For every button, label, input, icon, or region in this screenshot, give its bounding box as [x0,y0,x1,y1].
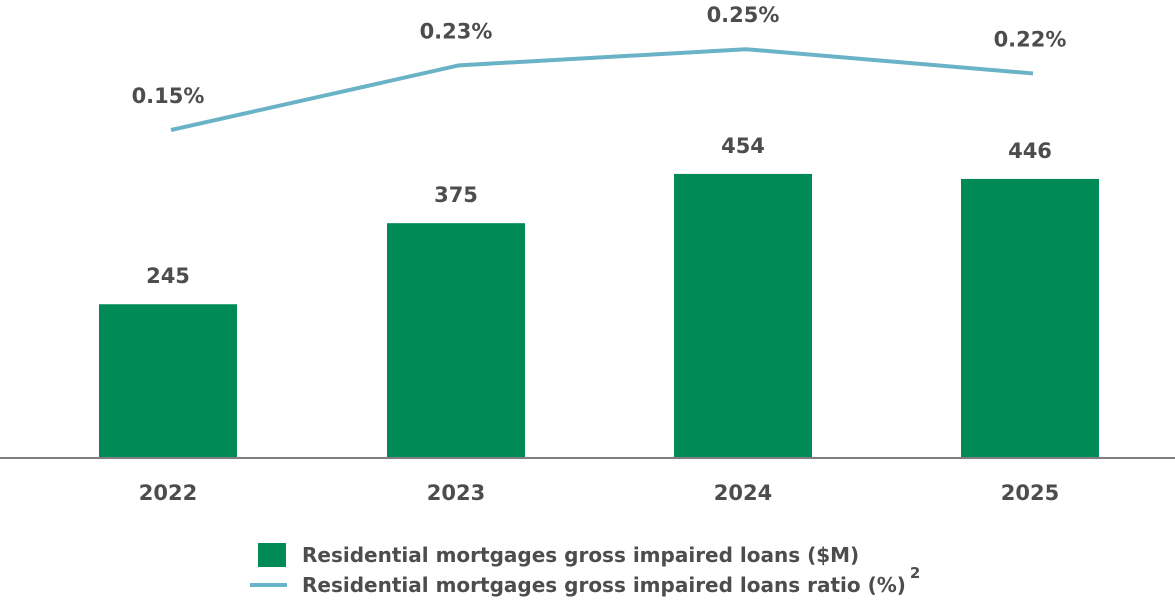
x-tick-label: 2023 [427,481,485,505]
bar-value-label: 454 [721,134,765,158]
bar-value-label: 375 [434,183,478,207]
bar-series [99,174,1099,457]
x-tick-label: 2025 [1001,481,1059,505]
legend-footnote-marker: 2 [910,564,920,582]
legend-line-swatch [250,583,287,587]
legend-item-bar: Residential mortgages gross impaired loa… [250,540,1010,570]
ratio-line [171,49,1033,130]
x-tick-label: 2024 [714,481,772,505]
bar-2022 [99,304,237,457]
bar-value-label: 446 [1008,139,1052,163]
bar-value-label: 245 [146,264,190,288]
ratio-value-label: 0.22% [994,27,1067,51]
ratio-value-label: 0.25% [707,3,780,27]
legend: Residential mortgages gross impaired loa… [250,540,1010,600]
legend-bar-label: Residential mortgages gross impaired loa… [302,543,859,567]
legend-line-label: Residential mortgages gross impaired loa… [302,573,906,597]
bar-2025 [961,179,1099,457]
ratio-value-label: 0.23% [420,19,493,43]
x-axis-tick-labels: 2022 2023 2024 2025 [139,481,1059,505]
bar-data-labels: 245 375 454 446 [146,134,1052,288]
ratio-line-series [171,49,1033,130]
ratio-value-label: 0.15% [132,84,205,108]
legend-item-line: Residential mortgages gross impaired loa… [250,570,1010,600]
bar-2024 [674,174,812,457]
bar-2023 [387,223,525,457]
x-tick-label: 2022 [139,481,197,505]
legend-bar-swatch [258,543,286,567]
